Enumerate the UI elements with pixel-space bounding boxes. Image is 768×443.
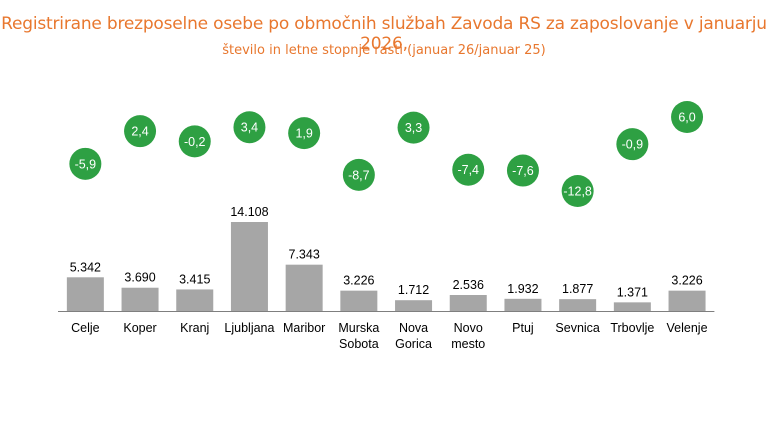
growth-rate-bubble bbox=[342, 158, 375, 191]
growth-rate-bubble bbox=[178, 125, 211, 158]
bar-value-label: 5.342 bbox=[70, 260, 101, 274]
bar bbox=[449, 295, 487, 311]
growth-rate-label: -12,8 bbox=[563, 185, 592, 199]
bar-value-label: 1.877 bbox=[562, 282, 593, 296]
bar bbox=[176, 289, 214, 311]
bar bbox=[285, 264, 323, 311]
growth-rate-label: -0,9 bbox=[622, 138, 644, 152]
bar bbox=[66, 277, 104, 311]
growth-rate-bubble bbox=[233, 111, 266, 144]
bar-value-label: 1.712 bbox=[398, 283, 429, 297]
category-label: Kranj bbox=[180, 321, 209, 335]
category-label: Velenje bbox=[667, 321, 708, 335]
category-label: Ptuj bbox=[512, 321, 534, 335]
growth-rate-bubble bbox=[671, 101, 704, 133]
bar-value-label: 3.226 bbox=[671, 274, 702, 288]
growth-rate-bubble bbox=[69, 147, 102, 180]
bar-value-label: 1.932 bbox=[507, 282, 538, 296]
bar-value-label: 7.343 bbox=[289, 248, 320, 262]
growth-rate-label: -7,6 bbox=[512, 164, 534, 178]
bar bbox=[559, 299, 597, 311]
category-label: Trbovlje bbox=[610, 321, 654, 335]
bar-value-label: 3.415 bbox=[179, 272, 210, 286]
bar-value-label: 14.108 bbox=[230, 205, 268, 219]
growth-rate-label: 3,4 bbox=[241, 121, 258, 135]
category-label: Nova bbox=[399, 321, 428, 335]
category-label: Celje bbox=[71, 321, 100, 335]
growth-rate-label: -8,7 bbox=[348, 168, 370, 182]
growth-rate-bubble bbox=[616, 128, 649, 161]
bar bbox=[340, 290, 378, 311]
category-label: Novo bbox=[454, 321, 483, 335]
category-label: Sevnica bbox=[555, 321, 600, 335]
category-label: Maribor bbox=[283, 321, 325, 335]
growth-rate-label: -5,9 bbox=[75, 157, 97, 171]
bar bbox=[504, 298, 542, 311]
growth-rate-label: 6,0 bbox=[678, 111, 695, 125]
category-label: Murska bbox=[338, 321, 379, 335]
bar-value-label: 1.371 bbox=[617, 285, 648, 299]
category-label: Gorica bbox=[395, 337, 432, 351]
bar-value-label: 2.536 bbox=[453, 278, 484, 292]
growth-rate-bubble bbox=[506, 154, 539, 187]
growth-rate-bubble bbox=[124, 115, 157, 148]
growth-rate-bubble bbox=[288, 117, 321, 150]
growth-rate-label: -7,4 bbox=[457, 163, 479, 177]
bar bbox=[121, 287, 159, 311]
growth-rate-bubble bbox=[452, 153, 485, 186]
category-label: Ljubljana bbox=[224, 321, 274, 335]
category-label: Sobota bbox=[339, 337, 379, 351]
chart-title: Registrirane brezposelne osebe po območn… bbox=[1, 14, 767, 54]
bar bbox=[613, 302, 651, 311]
bar-value-label: 3.226 bbox=[343, 274, 374, 288]
bar-value-label: 3.690 bbox=[124, 271, 155, 285]
category-label: mesto bbox=[451, 337, 485, 351]
growth-rate-label: 3,3 bbox=[405, 121, 422, 135]
chart-subtitle: število in letne stopnje rasti (januar 2… bbox=[222, 43, 546, 58]
bar bbox=[668, 290, 706, 311]
growth-rate-label: 1,9 bbox=[295, 127, 312, 141]
growth-rate-bubble bbox=[561, 175, 594, 207]
bar bbox=[395, 300, 433, 311]
growth-rate-label: -0,2 bbox=[184, 135, 206, 149]
growth-rate-label: 2,4 bbox=[131, 125, 148, 139]
bar bbox=[230, 222, 268, 311]
growth-rate-bubble bbox=[397, 111, 430, 144]
category-label: Koper bbox=[123, 321, 156, 335]
